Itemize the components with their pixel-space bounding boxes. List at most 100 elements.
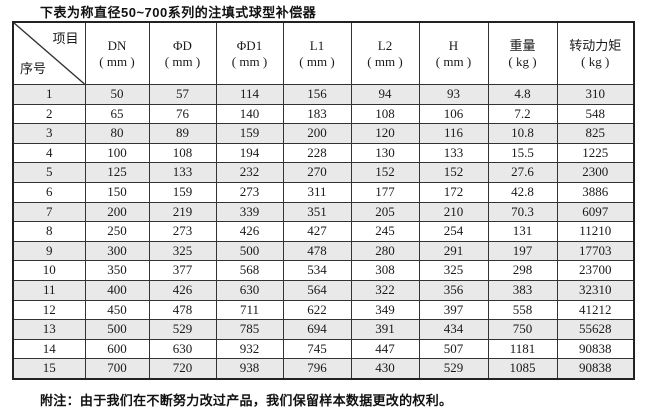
table-cell: 90838 [556, 358, 635, 380]
table-cell: 500 [84, 319, 150, 340]
table-cell: 280 [350, 240, 420, 262]
table-cell: 57 [148, 84, 217, 105]
column-header-phi-d: ΦD ( mm ) [148, 21, 217, 85]
table-cell: 430 [350, 358, 420, 380]
column-header-phi-d1: ΦD1 ( mm ) [215, 21, 284, 85]
table-cell: 426 [148, 279, 217, 301]
table-cell: 114 [215, 84, 284, 105]
table-cell: 159 [215, 123, 284, 144]
table-cell: 177 [350, 181, 420, 203]
table-cell: 507 [418, 338, 489, 360]
table-cell: 938 [215, 358, 284, 380]
table-cell: 400 [84, 279, 150, 301]
table-cell: 1 [12, 84, 86, 105]
table-cell: 183 [282, 103, 352, 125]
table-cell: 194 [215, 142, 284, 164]
diagonal-divider-line [14, 23, 85, 84]
table-cell: 397 [418, 299, 489, 321]
table-cell: 200 [84, 201, 150, 223]
table-cell: 250 [84, 221, 150, 242]
table-cell: 106 [418, 103, 489, 125]
table-cell: 325 [418, 260, 489, 281]
table-cell: 254 [418, 221, 489, 242]
compensator-spec-table: 项目 序号 DN ( mm ) ΦD ( mm ) ΦD1 ( mm ) L1 … [12, 21, 635, 380]
table-row: 7 200 219 339 351 205 210 70.3 6097 [12, 201, 635, 223]
table-cell: 11210 [556, 221, 635, 242]
table-cell: 50 [84, 84, 150, 105]
table-cell: 322 [350, 279, 420, 301]
table-cell: 27.6 [487, 162, 558, 183]
table-cell: 70.3 [487, 201, 558, 223]
table-cell: 558 [487, 299, 558, 321]
table-cell: 14 [12, 338, 86, 360]
table-cell: 310 [556, 84, 635, 105]
table-cell: 785 [215, 319, 284, 340]
table-cell: 383 [487, 279, 558, 301]
table-cell: 245 [350, 221, 420, 242]
table-cell: 300 [84, 240, 150, 262]
table-cell: 228 [282, 142, 352, 164]
table-cell: 308 [350, 260, 420, 281]
table-cell: 298 [487, 260, 558, 281]
table-cell: 745 [282, 338, 352, 360]
table-cell: 108 [350, 103, 420, 125]
table-row: 13 500 529 785 694 391 434 750 55628 [12, 319, 635, 340]
table-cell: 291 [418, 240, 489, 262]
table-cell: 273 [148, 221, 217, 242]
table-row: 4 100 108 194 228 130 133 15.5 1225 [12, 142, 635, 164]
table-cell: 2 [12, 103, 86, 125]
table-cell: 10.8 [487, 123, 558, 144]
table-cell: 159 [148, 181, 217, 203]
table-cell: 172 [418, 181, 489, 203]
table-cell: 17703 [556, 240, 635, 262]
table-row: 5 125 133 232 270 152 152 27.6 2300 [12, 162, 635, 183]
table-cell: 210 [418, 201, 489, 223]
table-cell: 7 [12, 201, 86, 223]
table-cell: 534 [282, 260, 352, 281]
table-cell: 356 [418, 279, 489, 301]
table-cell: 219 [148, 201, 217, 223]
table-cell: 6097 [556, 201, 635, 223]
table-cell: 3886 [556, 181, 635, 203]
table-cell: 720 [148, 358, 217, 380]
table-cell: 13 [12, 319, 86, 340]
table-cell: 700 [84, 358, 150, 380]
table-cell: 10 [12, 260, 86, 281]
corner-label-item: 项目 [52, 31, 79, 46]
table-cell: 427 [282, 221, 352, 242]
table-cell: 120 [350, 123, 420, 144]
table-cell: 100 [84, 142, 150, 164]
table-cell: 41212 [556, 299, 635, 321]
table-cell: 825 [556, 123, 635, 144]
table-cell: 197 [487, 240, 558, 262]
table-cell: 1181 [487, 338, 558, 360]
table-cell: 447 [350, 338, 420, 360]
table-cell: 711 [215, 299, 284, 321]
table-cell: 65 [84, 103, 150, 125]
table-cell: 500 [215, 240, 284, 262]
table-cell: 630 [215, 279, 284, 301]
table-cell: 133 [148, 162, 217, 183]
table-cell: 426 [215, 221, 284, 242]
column-header-torque: 转动力矩 ( kg ) [556, 21, 635, 85]
table-cell: 200 [282, 123, 352, 144]
column-header-h: H ( mm ) [418, 21, 489, 85]
column-header-weight: 重量 ( kg ) [487, 21, 558, 85]
footnote: 附注：由于我们在不断努力改过产品，我们保留样本数据更改的权利。 [40, 393, 453, 408]
table-cell: 349 [350, 299, 420, 321]
table-cell: 76 [148, 103, 217, 125]
table-cell: 131 [487, 221, 558, 242]
table-cell: 2300 [556, 162, 635, 183]
table-cell: 568 [215, 260, 284, 281]
table-cell: 150 [84, 181, 150, 203]
table-cell: 94 [350, 84, 420, 105]
table-cell: 152 [350, 162, 420, 183]
column-header-dn: DN ( mm ) [84, 21, 150, 85]
table-cell: 7.2 [487, 103, 558, 125]
table-cell: 450 [84, 299, 150, 321]
table-cell: 108 [148, 142, 217, 164]
table-cell: 478 [282, 240, 352, 262]
table-cell: 140 [215, 103, 284, 125]
table-body: 1 50 57 114 156 94 93 4.8 310 2 65 76 140 183 108 106 7.… [12, 84, 635, 380]
table-row: 1 50 57 114 156 94 93 4.8 310 [12, 84, 635, 105]
